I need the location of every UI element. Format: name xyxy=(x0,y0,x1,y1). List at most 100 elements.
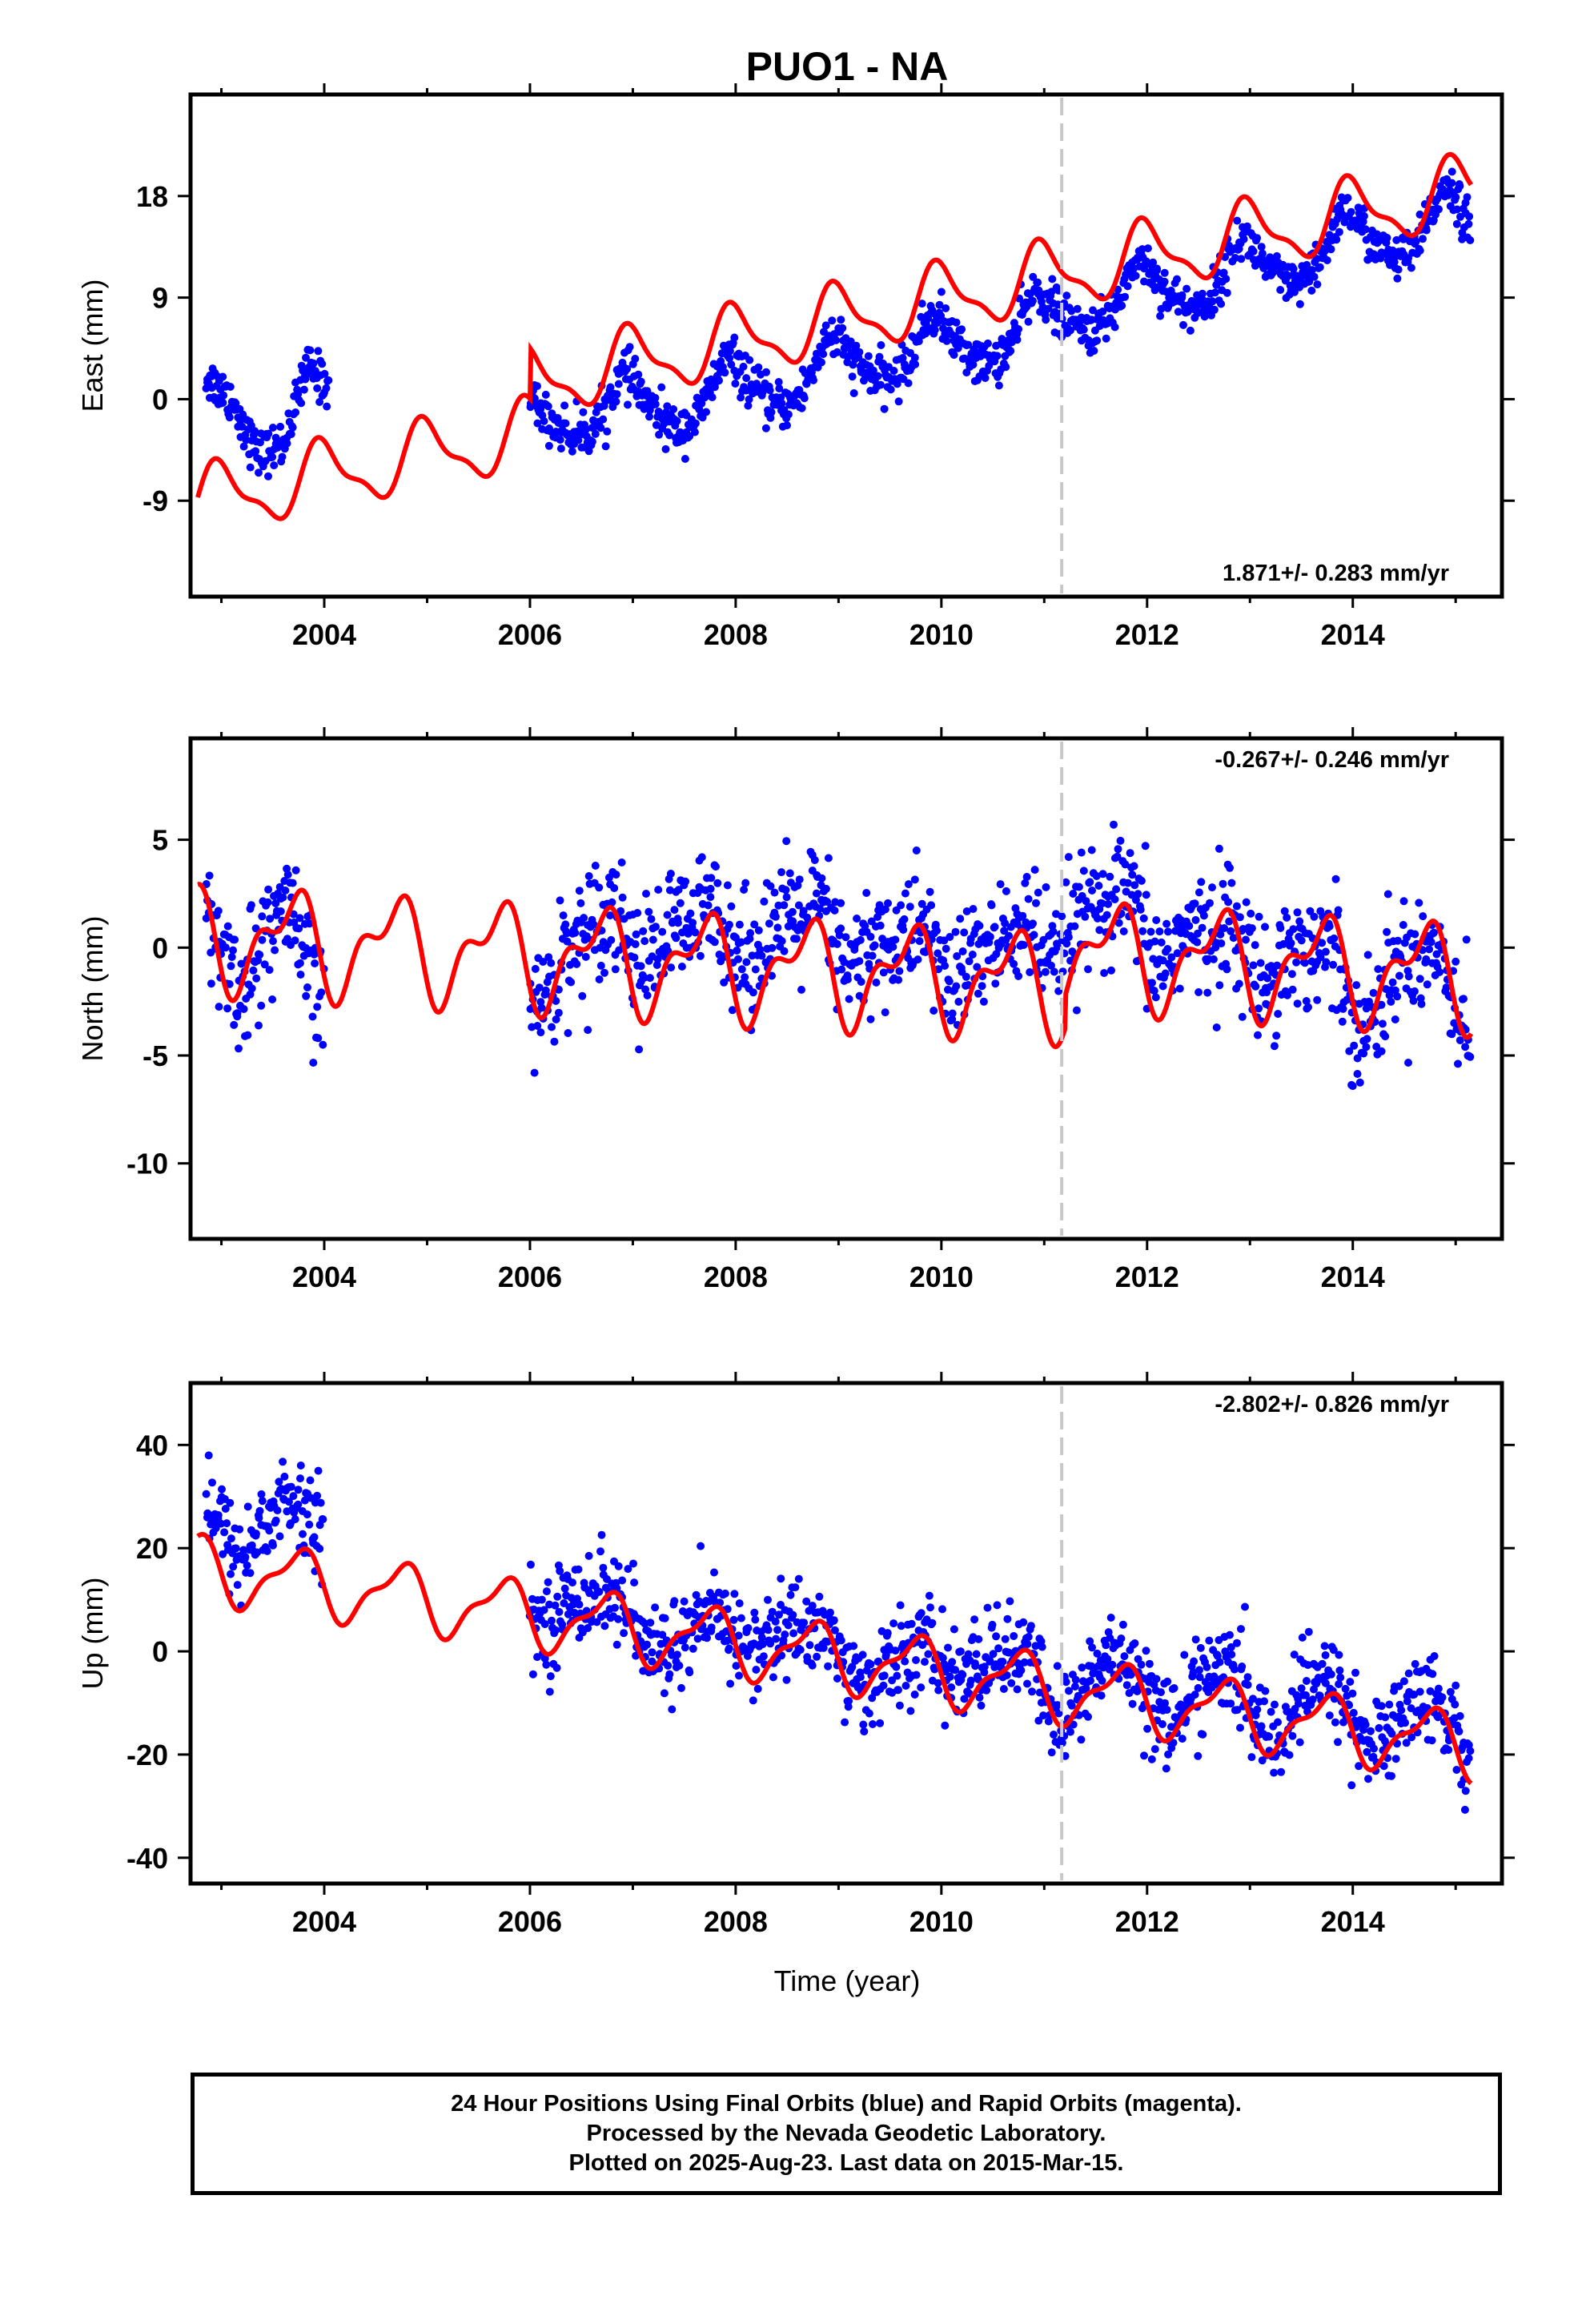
north-data-point xyxy=(926,887,934,896)
east-data-point xyxy=(873,372,882,380)
up-data-point xyxy=(1404,1669,1413,1678)
up-data-point xyxy=(526,1560,535,1569)
north-data-point xyxy=(295,924,303,933)
east-data-point xyxy=(910,353,919,362)
up-data-point xyxy=(1395,1682,1403,1691)
up-data-point xyxy=(1466,1747,1475,1755)
east-data-point xyxy=(1102,334,1110,343)
north-data-point xyxy=(223,922,232,931)
chart-canvas: PUO1 - NA Time (year) 2004 2006 2008 2010 20… xyxy=(76,44,1515,1997)
north-data-point xyxy=(1162,919,1171,928)
north-data-point xyxy=(578,991,587,1000)
east-data-point xyxy=(631,355,640,363)
up-data-point xyxy=(866,1660,875,1669)
up-data-point xyxy=(723,1636,732,1645)
north-data-point xyxy=(1325,922,1334,931)
north-data-point xyxy=(931,920,940,929)
north-data-point xyxy=(677,963,686,971)
up-data-point xyxy=(1086,1637,1094,1646)
up-data-point xyxy=(255,1506,264,1515)
up-data-point xyxy=(1271,1700,1279,1709)
up-data-point xyxy=(1194,1751,1203,1760)
up-x-tick-label: 2008 xyxy=(704,1905,768,1938)
east-data-point xyxy=(1447,179,1456,187)
up-data-point xyxy=(948,1658,957,1667)
up-data-point xyxy=(1460,1805,1469,1814)
up-data-point xyxy=(938,1654,947,1663)
north-data-point xyxy=(1422,955,1431,963)
up-x-tick-label: 2014 xyxy=(1321,1905,1385,1938)
north-data-point xyxy=(243,1031,252,1039)
north-data-point xyxy=(917,899,926,908)
up-data-point xyxy=(219,1550,227,1558)
up-data-point xyxy=(1191,1635,1200,1644)
north-data-point xyxy=(960,928,969,937)
north-data-point xyxy=(1041,967,1050,976)
up-data-point xyxy=(1444,1746,1453,1755)
north-data-point xyxy=(1374,965,1383,974)
north-data-point xyxy=(673,919,682,927)
up-data-point xyxy=(974,1634,983,1643)
up-data-point xyxy=(1427,1736,1436,1745)
east-data-point xyxy=(1308,266,1316,275)
east-data-point xyxy=(1160,277,1169,286)
north-data-point xyxy=(794,901,803,910)
north-data-point xyxy=(1353,1054,1362,1063)
up-data-point xyxy=(1162,1764,1170,1773)
east-data-point xyxy=(651,393,660,402)
east-data-point xyxy=(765,386,774,395)
east-data-point xyxy=(697,399,706,408)
north-data-point xyxy=(1198,923,1207,932)
east-data-point xyxy=(1002,363,1010,372)
up-data-point xyxy=(912,1671,921,1679)
north-data-point xyxy=(773,923,782,932)
north-data-point xyxy=(223,1004,232,1013)
up-data-point xyxy=(1077,1735,1086,1744)
up-data-point xyxy=(1086,1676,1094,1685)
up-data-point xyxy=(1348,1689,1357,1698)
east-data-point xyxy=(849,389,858,397)
north-data-point xyxy=(1256,959,1265,967)
east-data-point xyxy=(318,360,327,368)
east-y-tick-label: -9 xyxy=(143,485,168,517)
north-data-point xyxy=(640,937,649,946)
north-data-point xyxy=(891,935,900,944)
up-data-point xyxy=(1195,1673,1204,1682)
east-data-point xyxy=(270,461,279,470)
east-data-point xyxy=(753,380,761,388)
up-data-point xyxy=(813,1652,821,1661)
up-data-point xyxy=(227,1570,235,1578)
up-data-point xyxy=(257,1490,266,1498)
north-data-point xyxy=(866,1015,875,1023)
north-data-point xyxy=(1242,898,1251,907)
up-data-point xyxy=(1415,1687,1424,1696)
north-data-point xyxy=(742,958,751,967)
east-data-point xyxy=(606,383,615,392)
north-data-point xyxy=(1411,930,1419,939)
east-data-point xyxy=(1223,288,1231,297)
north-data-point xyxy=(1102,911,1111,919)
north-data-point xyxy=(1350,1041,1359,1050)
north-data-point xyxy=(1345,1047,1354,1055)
up-data-point xyxy=(753,1684,762,1693)
north-data-point xyxy=(1377,1047,1386,1055)
east-data-point xyxy=(1276,286,1285,294)
up-data-point xyxy=(1194,1683,1203,1692)
up-data-point xyxy=(275,1532,284,1541)
up-data-point xyxy=(596,1547,604,1556)
north-data-point xyxy=(780,901,789,910)
east-data-point xyxy=(1272,251,1281,260)
north-data-point xyxy=(881,905,889,914)
up-data-point xyxy=(1088,1643,1096,1652)
north-data-point xyxy=(247,901,255,910)
east-data-point xyxy=(739,362,748,371)
up-data-point xyxy=(906,1707,915,1715)
east-data-point xyxy=(255,468,263,477)
up-data-point xyxy=(1163,1677,1172,1686)
up-data-point xyxy=(537,1595,546,1604)
up-data-point xyxy=(542,1660,551,1669)
up-data-point xyxy=(1267,1707,1275,1716)
up-data-point xyxy=(894,1686,902,1695)
east-data-point xyxy=(1361,225,1370,234)
up-data-point xyxy=(1363,1747,1371,1756)
